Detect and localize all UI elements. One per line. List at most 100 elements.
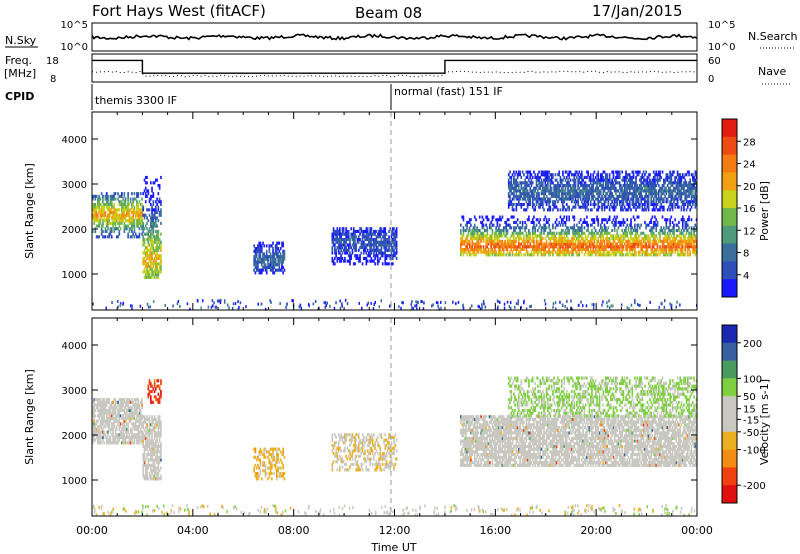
- power-echo-cell: [518, 202, 520, 206]
- power-echo-cell: [688, 226, 690, 230]
- power-echo-cell: [124, 202, 127, 206]
- velocity-echo-cell: [98, 400, 100, 404]
- power-echo-cell: [545, 175, 548, 179]
- power-echo-cell: [599, 245, 602, 249]
- power-echo-cell: [625, 186, 627, 190]
- power-echo-cell: [380, 232, 383, 236]
- power-echo-cell: [594, 237, 597, 241]
- power-echo-cell: [513, 239, 515, 243]
- power-echo-cell: [572, 194, 574, 198]
- power-echo-cell: [649, 192, 651, 196]
- power-echo-cell: [384, 248, 387, 252]
- power-echo-cell: [536, 200, 539, 204]
- power-echo-cell: [368, 240, 370, 244]
- power-echo-cell: [649, 229, 651, 233]
- power-echo-cell: [132, 232, 134, 236]
- power-echo-cell: [340, 238, 342, 242]
- power-echo-cell: [107, 219, 109, 223]
- power-echo-cell: [681, 231, 684, 235]
- power-echo-cell: [616, 202, 618, 206]
- power-echo-cell: [684, 250, 687, 254]
- power-echo-cell: [385, 262, 388, 266]
- power-echo-cell: [470, 245, 472, 249]
- power-echo-cell: [567, 173, 569, 177]
- power-echo-cell: [555, 186, 558, 190]
- velocity-echo-cell: [94, 408, 97, 412]
- power-echo-cell: [535, 184, 538, 188]
- power-echo-cell: [544, 302, 547, 306]
- power-echo-cell: [591, 303, 593, 307]
- power-echo-cell: [216, 299, 219, 303]
- power-echo-cell: [523, 245, 525, 249]
- power-echo-cell: [562, 218, 564, 222]
- power-echo-cell: [510, 200, 513, 204]
- power-echo-cell: [257, 244, 259, 248]
- power-echo-cell: [156, 197, 158, 201]
- power-echo-cell: [549, 250, 552, 254]
- power-echo-cell: [146, 189, 148, 193]
- power-echo-cell: [597, 194, 600, 198]
- power-echo-cell: [596, 181, 598, 185]
- power-echo-cell: [107, 205, 109, 209]
- power-echo-cell: [665, 200, 668, 204]
- power-echo-cell: [599, 239, 602, 243]
- power-echo-cell: [482, 237, 485, 241]
- velocity-echo-cell: [115, 400, 118, 404]
- power-echo-cell: [576, 170, 578, 174]
- power-echo-cell: [394, 240, 397, 244]
- power-echo-cell: [636, 231, 639, 235]
- power-echo-cell: [547, 186, 549, 190]
- power-echo-cell: [605, 226, 607, 230]
- power-echo-cell: [548, 253, 550, 257]
- power-echo-cell: [657, 208, 660, 212]
- power-echo-cell: [142, 270, 145, 274]
- power-echo-cell: [565, 242, 568, 246]
- power-echo-cell: [460, 237, 462, 241]
- velocity-echo-cell: [97, 430, 99, 434]
- power-echo-cell: [258, 252, 261, 256]
- power-echo-cell: [535, 234, 538, 238]
- power-echo-cell: [555, 245, 558, 249]
- power-echo-cell: [509, 202, 511, 206]
- power-echo-cell: [381, 235, 384, 239]
- power-echo-cell: [379, 256, 382, 260]
- power-echo-cell: [276, 241, 278, 245]
- power-echo-cell: [680, 239, 683, 243]
- power-echo-cell: [584, 189, 587, 193]
- power-echo-cell: [571, 307, 573, 311]
- power-echo-cell: [545, 250, 548, 254]
- power-echo-cell: [370, 243, 373, 247]
- power-echo-cell: [670, 189, 673, 193]
- power-echo-cell: [103, 213, 105, 217]
- velocity-echo-cell: [98, 417, 100, 421]
- power-echo-cell: [369, 229, 371, 233]
- power-echo-cell: [649, 173, 651, 177]
- power-echo-cell: [646, 223, 649, 227]
- power-echo-cell: [686, 223, 689, 227]
- power-echo-cell: [100, 211, 103, 215]
- power-echo-cell: [506, 242, 509, 246]
- velocity-echo-cell: [114, 408, 117, 412]
- power-echo-cell: [567, 242, 569, 246]
- power-echo-cell: [141, 211, 143, 215]
- power-echo-cell: [632, 215, 635, 219]
- power-echo-cell: [359, 246, 361, 250]
- power-echo-cell: [557, 192, 559, 196]
- power-echo-cell: [582, 237, 584, 241]
- power-echo-cell: [639, 186, 641, 190]
- power-echo-cell: [547, 173, 549, 177]
- power-echo-cell: [109, 194, 112, 198]
- power-echo-cell: [565, 170, 568, 174]
- power-echo-cell: [650, 234, 653, 238]
- power-echo-cell: [368, 235, 370, 239]
- power-echo-cell: [550, 237, 553, 241]
- power-echo-cell: [545, 220, 548, 224]
- power-echo-cell: [586, 175, 588, 179]
- power-echo-cell: [460, 253, 462, 257]
- power-echo-cell: [587, 173, 589, 177]
- power-echo-cell: [625, 200, 627, 204]
- power-echo-cell: [480, 245, 482, 249]
- power-echo-cell: [579, 245, 582, 249]
- power-echo-cell: [589, 239, 592, 243]
- power-echo-cell: [136, 205, 138, 209]
